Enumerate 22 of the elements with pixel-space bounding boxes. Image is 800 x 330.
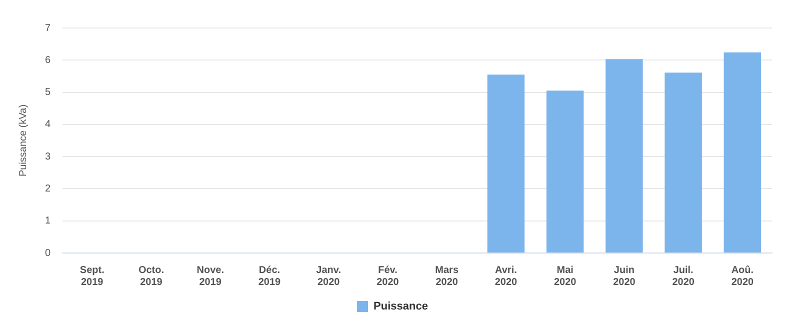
y-tick-label: 7 — [45, 22, 51, 34]
x-tick-label: Sept. 2019 — [80, 264, 105, 288]
y-tick-label: 2 — [45, 183, 51, 194]
x-tick-label: Juin 2020 — [613, 264, 636, 288]
y-tick-label: 4 — [45, 119, 51, 130]
legend-label: Puissance — [374, 300, 428, 313]
y-tick-label: 1 — [45, 216, 51, 227]
x-tick-label: Mai 2020 — [554, 264, 577, 288]
y-tick-label: 0 — [45, 248, 51, 259]
x-tick-label: Mars 2020 — [435, 264, 459, 288]
x-tick-label: Nove. 2019 — [196, 264, 224, 288]
x-tick-label: Juil. 2020 — [672, 264, 695, 288]
x-tick-label: Octo. 2019 — [138, 264, 164, 288]
x-tick-label: Fév. 2020 — [376, 264, 400, 288]
x-tick-label: Déc. 2019 — [258, 264, 282, 288]
y-tick-label: 3 — [45, 151, 51, 162]
y-tick-label: 6 — [45, 54, 51, 66]
y-tick-label: 5 — [45, 87, 51, 98]
x-tick-label: Aoû. 2020 — [731, 264, 754, 288]
x-tick-label: Avri. 2020 — [494, 264, 518, 288]
x-tick-label: Janv. 2020 — [316, 264, 342, 288]
y-axis-title: Puissance (kVa) — [18, 104, 29, 177]
